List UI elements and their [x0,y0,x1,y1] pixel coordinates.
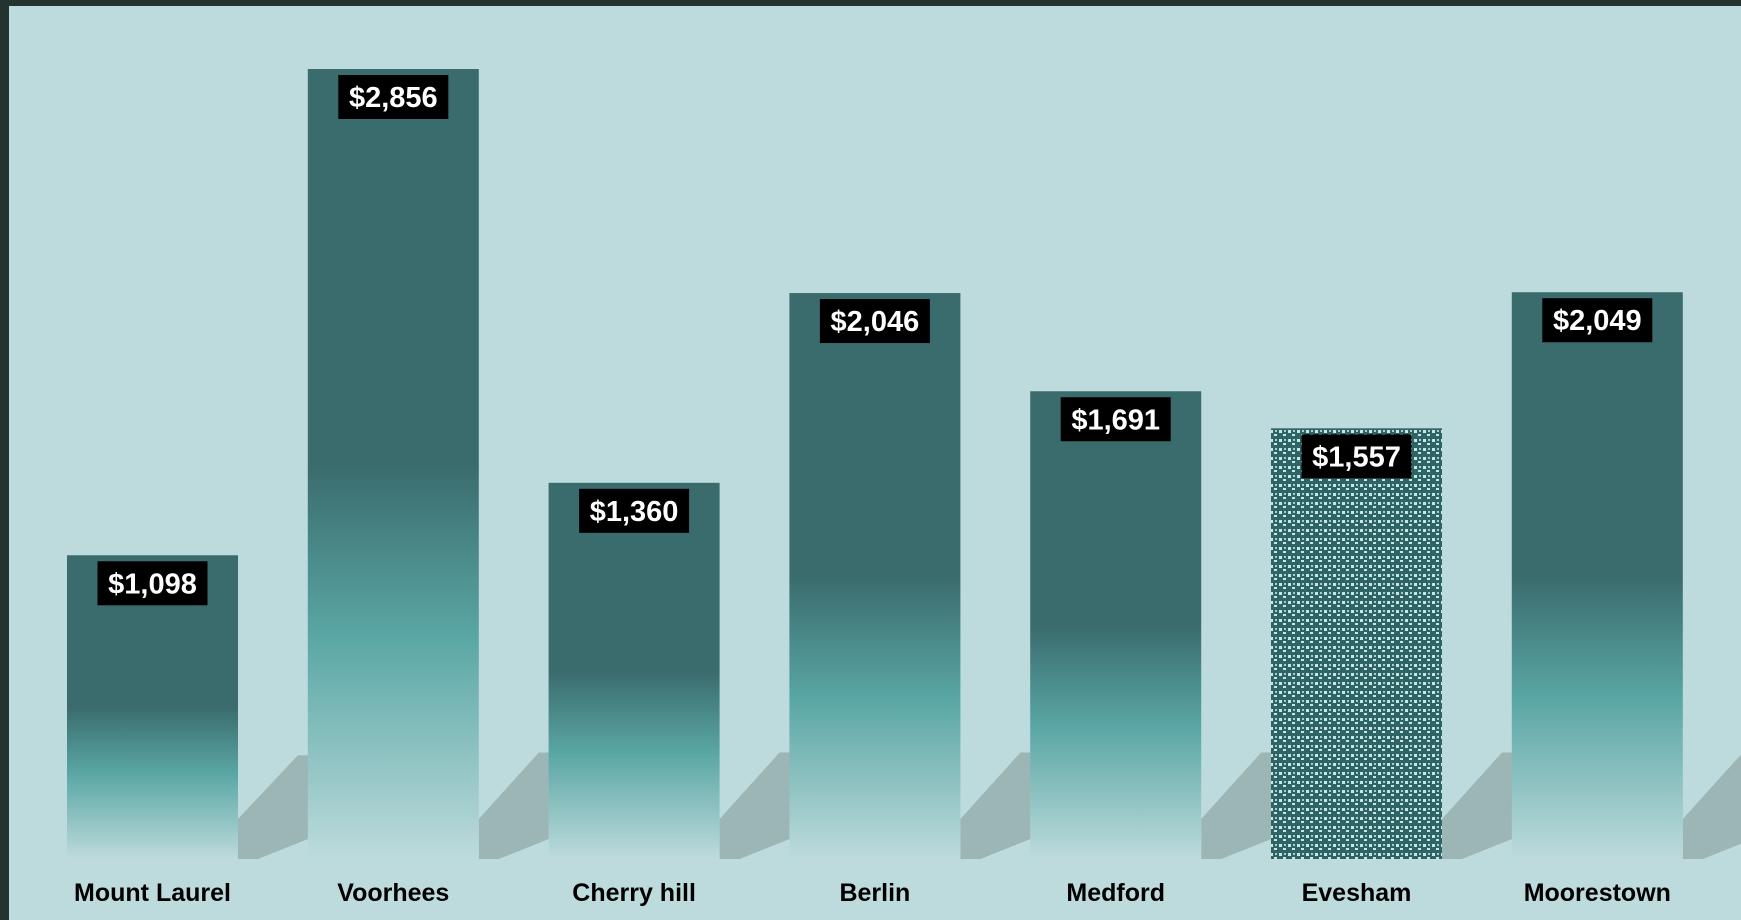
chart-area: $1,098 $2,856 $1,360 $2,046 $1,691 $1,557 $2,0… [9,6,1741,920]
bar-shadow-voorhees [478,752,549,859]
data-label-box-voorhees [338,75,449,119]
bar-evesham [1271,428,1442,859]
category-label-evesham: Evesham [1302,879,1412,907]
bar-shadow-cherry-hill [719,752,790,859]
data-label-cherry-hill: $1,360 [590,496,679,528]
bar-voorhees [307,69,479,859]
bar-berlin [789,293,961,859]
data-label-voorhees: $2,856 [349,82,438,114]
data-label-box-evesham [1301,434,1412,479]
category-label-mount-laurel: Mount Laurel [74,879,231,907]
category-label-voorhees: Voorhees [337,879,449,907]
data-label-box-berlin [819,299,930,344]
data-label-box-cherry-hill [579,488,690,533]
bar-shadow-medford [1201,752,1272,859]
category-label-cherry-hill: Cherry hill [572,879,696,907]
bar-shadow-moorestown [1682,754,1741,859]
data-label-evesham: $1,557 [1312,441,1401,473]
data-label-mount-laurel: $1,098 [108,568,197,600]
data-label-medford: $1,691 [1071,404,1160,436]
data-label-box-moorestown [1542,298,1653,343]
bar-cherry-hill [548,482,720,859]
data-label-box-medford [1060,397,1171,442]
bar-shadow-mount-laurel [238,755,308,859]
category-label-berlin: Berlin [839,879,910,907]
bar-mount-laurel [67,555,238,859]
data-label-moorestown: $2,049 [1553,305,1642,337]
bar-moorestown [1511,292,1683,859]
bar-medford [1030,391,1202,859]
data-label-berlin: $2,046 [831,306,920,338]
data-label-box-mount-laurel [97,561,208,606]
bar-shadow-berlin [960,752,1031,859]
category-label-moorestown: Moorestown [1524,879,1671,907]
bar-chart: $1,098 $2,856 $1,360 $2,046 $1,691 $1,557 $2,0… [67,69,1741,907]
category-label-medford: Medford [1066,879,1165,907]
bar-shadow-evesham [1442,752,1512,859]
